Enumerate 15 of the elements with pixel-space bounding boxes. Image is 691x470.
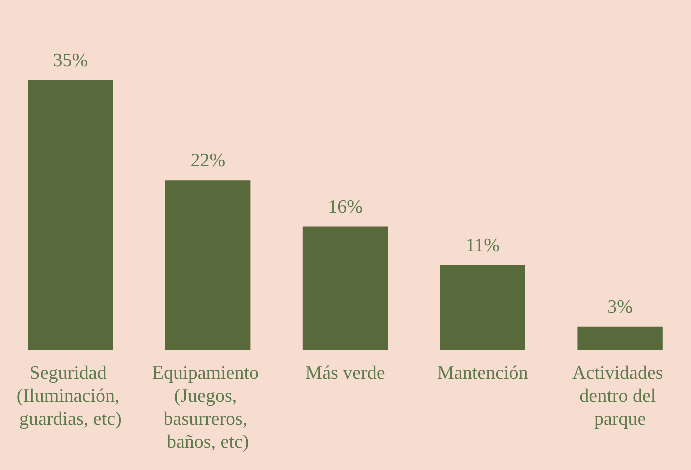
data-label: 3% xyxy=(608,296,634,318)
bar xyxy=(440,265,526,350)
bar xyxy=(302,226,388,350)
data-label: 16% xyxy=(328,196,364,218)
data-label: 35% xyxy=(53,50,88,72)
x-tick-label: Seguridad (Iluminación, guardias, etc) xyxy=(16,363,125,430)
data-label: 11% xyxy=(466,235,500,256)
bar xyxy=(166,180,251,350)
data-label: 22% xyxy=(190,150,226,172)
x-tick-label: Equipamiento (Juegos, basurreros, baños, etc) xyxy=(152,363,264,453)
bar xyxy=(578,326,663,350)
bar xyxy=(28,80,114,350)
x-tick-label: Más verde xyxy=(306,363,386,384)
x-tick-label: Mantención xyxy=(438,363,529,384)
x-tick-label: Actividades dentro del parque xyxy=(572,363,668,430)
